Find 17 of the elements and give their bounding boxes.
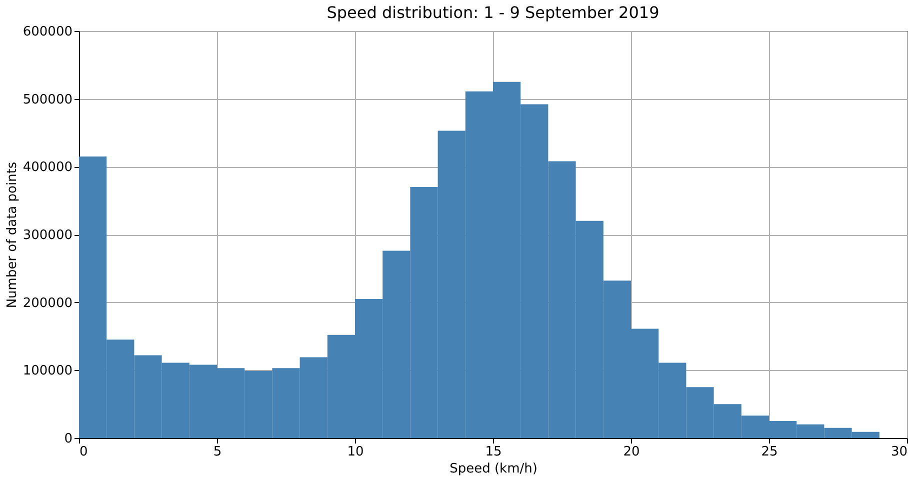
y-tick-label: 600000 (22, 24, 72, 40)
x-tick-label: 10 (347, 444, 364, 460)
y-tick-label: 400000 (22, 160, 72, 176)
y-tick-label: 300000 (22, 228, 72, 243)
y-tick-label: 0 (64, 432, 72, 446)
x-tick-label: 30 (890, 444, 908, 460)
x-tick-label: 20 (623, 444, 640, 460)
x-axis-title: Speed (km/h) (450, 462, 538, 476)
x-tick-label: 25 (761, 444, 778, 460)
chart-title: Speed distribution: 1 - 9 September 2019 (326, 3, 660, 22)
y-tick-label: 100000 (22, 364, 72, 379)
y-tick-label: 200000 (22, 296, 72, 311)
x-tick-label: 0 (80, 444, 88, 460)
x-tick-label: 15 (485, 444, 502, 460)
x-tick-label: 5 (213, 444, 222, 460)
y-tick-label: 500000 (22, 92, 72, 108)
y-axis-title: Number of data points (4, 162, 20, 308)
